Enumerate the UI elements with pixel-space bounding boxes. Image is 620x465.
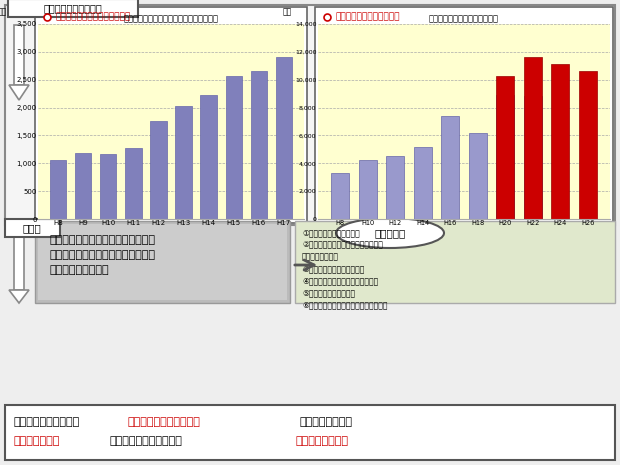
- Bar: [331, 173, 349, 219]
- Text: 職務執行を取り巻く環境の悪化: 職務執行を取り巻く環境の悪化: [55, 13, 130, 21]
- Text: することにより，: することにより，: [300, 417, 353, 427]
- FancyBboxPatch shape: [315, 7, 613, 223]
- Text: 治安対策の推進: 治安対策の推進: [14, 436, 60, 446]
- Title: 退職者数の推移と退職者数予測: 退職者数の推移と退職者数予測: [429, 14, 499, 23]
- Bar: [125, 148, 141, 219]
- FancyBboxPatch shape: [38, 224, 287, 300]
- Text: 本格的な大量退職期の到来: 本格的な大量退職期の到来: [335, 13, 399, 21]
- Bar: [524, 96, 542, 219]
- Polygon shape: [9, 85, 29, 100]
- FancyBboxPatch shape: [5, 5, 615, 225]
- Bar: [386, 156, 404, 219]
- Bar: [497, 95, 514, 219]
- FancyBboxPatch shape: [35, 7, 307, 223]
- FancyBboxPatch shape: [35, 221, 290, 303]
- Text: 及び現場執行力に対する: 及び現場執行力に対する: [110, 436, 183, 446]
- Text: 基づく取組みの推進: 基づく取組みの推進: [50, 265, 110, 275]
- Text: 対　策: 対 策: [22, 223, 42, 233]
- Text: 「地域警察を中心とした精強な第一: 「地域警察を中心とした精強な第一: [50, 235, 156, 245]
- Text: 取組み重点: 取組み重点: [374, 228, 405, 238]
- FancyBboxPatch shape: [5, 219, 60, 237]
- Bar: [226, 76, 242, 219]
- Bar: [175, 106, 192, 219]
- Text: 国民の信頼を確保: 国民の信頼を確保: [295, 436, 348, 446]
- Polygon shape: [14, 237, 24, 290]
- Text: 線警察構築のための総合プラン」に: 線警察構築のための総合プラン」に: [50, 250, 156, 260]
- Text: 人数: 人数: [283, 7, 292, 16]
- Bar: [50, 160, 66, 219]
- Bar: [469, 133, 487, 219]
- Text: 精強な第一線警察を構築: 精強な第一線警察を構築: [128, 417, 201, 427]
- Bar: [551, 64, 569, 219]
- Polygon shape: [14, 25, 24, 85]
- FancyBboxPatch shape: [5, 405, 615, 460]
- Text: 取組みの背景・問題点: 取組みの背景・問題点: [43, 3, 102, 13]
- Bar: [441, 116, 459, 219]
- Bar: [100, 154, 117, 219]
- Title: 警察官に対する公務執行妨害事件認知件数: 警察官に対する公務執行妨害事件認知件数: [123, 14, 218, 23]
- Text: 部門への配置: 部門への配置: [302, 252, 339, 261]
- Bar: [524, 58, 542, 219]
- Bar: [75, 153, 91, 219]
- Bar: [579, 71, 596, 219]
- Bar: [497, 75, 514, 219]
- Bar: [276, 58, 292, 219]
- Text: 地域警察部門を中心に: 地域警察部門を中心に: [14, 417, 80, 427]
- Bar: [414, 146, 432, 219]
- Polygon shape: [9, 290, 29, 303]
- Bar: [200, 95, 217, 219]
- Text: ①　幹部の指揮能力の強化: ① 幹部の指揮能力の強化: [302, 228, 360, 238]
- Text: 件数: 件数: [0, 7, 7, 16]
- Ellipse shape: [336, 218, 444, 248]
- Bar: [150, 121, 167, 219]
- Bar: [250, 71, 267, 219]
- Text: ④　交番相談員の拡充・弾力的活用: ④ 交番相談員の拡充・弾力的活用: [302, 277, 378, 286]
- Text: ⑥　装備資機材、無線機等の効果的活用: ⑥ 装備資機材、無線機等の効果的活用: [302, 300, 388, 310]
- Text: ②　現場の中核となる人材の地域警察: ② 現場の中核となる人材の地域警察: [302, 240, 383, 250]
- Text: ③　若手警察官の早期戦力化: ③ 若手警察官の早期戦力化: [302, 265, 365, 273]
- FancyBboxPatch shape: [295, 221, 615, 303]
- FancyBboxPatch shape: [8, 0, 138, 17]
- Text: ⑤　職務質問技能の向上: ⑤ 職務質問技能の向上: [302, 288, 355, 298]
- Bar: [359, 160, 377, 219]
